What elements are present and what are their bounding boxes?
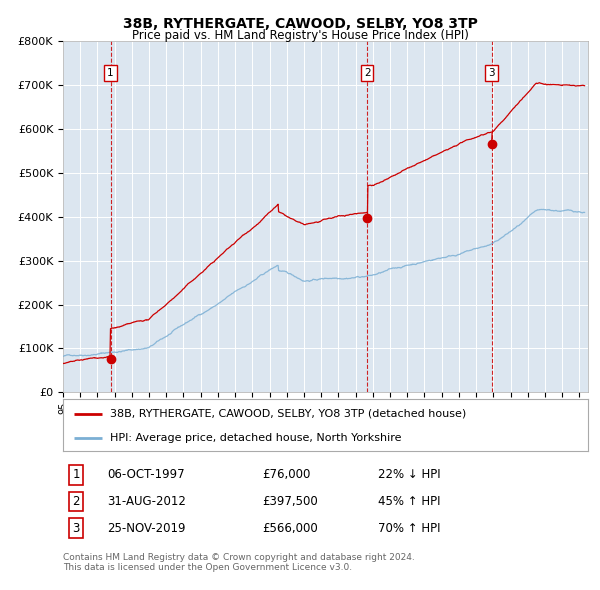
Text: 31-AUG-2012: 31-AUG-2012 [107, 495, 187, 508]
Text: £566,000: £566,000 [263, 522, 318, 535]
Text: 25-NOV-2019: 25-NOV-2019 [107, 522, 186, 535]
Text: 45% ↑ HPI: 45% ↑ HPI [378, 495, 440, 508]
Text: £76,000: £76,000 [263, 468, 311, 481]
Text: 22% ↓ HPI: 22% ↓ HPI [378, 468, 440, 481]
Text: 06-OCT-1997: 06-OCT-1997 [107, 468, 185, 481]
Text: HPI: Average price, detached house, North Yorkshire: HPI: Average price, detached house, Nort… [110, 433, 402, 443]
Text: 38B, RYTHERGATE, CAWOOD, SELBY, YO8 3TP: 38B, RYTHERGATE, CAWOOD, SELBY, YO8 3TP [122, 17, 478, 31]
Text: 70% ↑ HPI: 70% ↑ HPI [378, 522, 440, 535]
Text: 1: 1 [107, 68, 114, 78]
Text: 2: 2 [364, 68, 370, 78]
Text: 2: 2 [73, 495, 80, 508]
Text: This data is licensed under the Open Government Licence v3.0.: This data is licensed under the Open Gov… [63, 563, 352, 572]
Text: 38B, RYTHERGATE, CAWOOD, SELBY, YO8 3TP (detached house): 38B, RYTHERGATE, CAWOOD, SELBY, YO8 3TP … [110, 409, 467, 419]
Text: Contains HM Land Registry data © Crown copyright and database right 2024.: Contains HM Land Registry data © Crown c… [63, 553, 415, 562]
Text: £397,500: £397,500 [263, 495, 318, 508]
Text: 3: 3 [488, 68, 495, 78]
Text: 3: 3 [73, 522, 80, 535]
Text: Price paid vs. HM Land Registry's House Price Index (HPI): Price paid vs. HM Land Registry's House … [131, 30, 469, 42]
Text: 1: 1 [73, 468, 80, 481]
